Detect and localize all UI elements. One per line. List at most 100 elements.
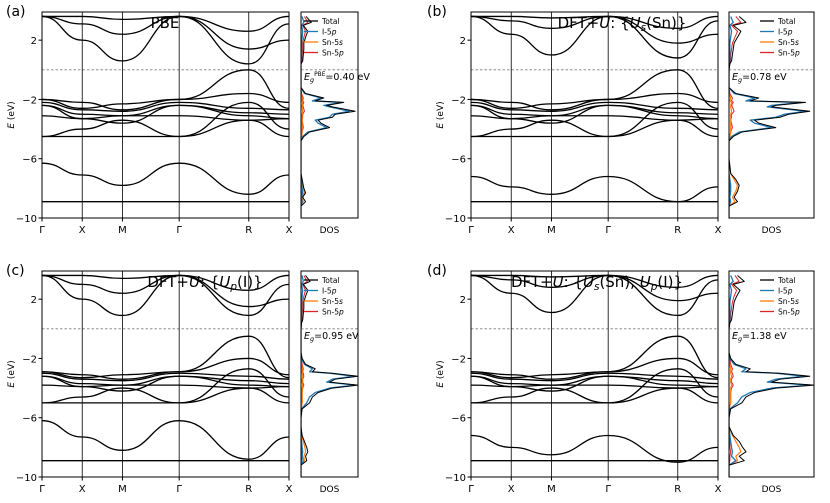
x-tick-label: R (674, 484, 681, 495)
x-tick-label: Γ (39, 225, 45, 236)
dos-curves (729, 16, 811, 218)
dos-sn5s-line (301, 275, 307, 477)
band-10 (471, 387, 718, 404)
band-6 (471, 375, 718, 386)
dos-axis-label: DOS (762, 226, 782, 236)
band-10 (42, 387, 289, 404)
band-1 (471, 15, 718, 29)
x-tick-label: X (286, 484, 293, 495)
dos-axis-label: DOS (320, 485, 340, 495)
y-tick-label: −6 (22, 155, 37, 166)
legend-label: Sn-5p (322, 308, 344, 317)
y-tick-label: −2 (22, 354, 37, 365)
y-tick-label: −6 (22, 414, 37, 425)
x-tick-label: M (118, 225, 127, 236)
band-axes-frame (470, 11, 719, 219)
band-6 (42, 104, 289, 117)
y-tick-label: 2 (31, 36, 37, 47)
dos-sn5p-line (729, 275, 740, 477)
legend-label: Total (321, 276, 340, 285)
dos-total-line (729, 16, 811, 218)
y-axis-label: E (eV) (7, 360, 17, 387)
legend-label: Sn-5p (322, 49, 344, 58)
x-tick-label: Γ (468, 484, 474, 495)
legend-label: I-5p (322, 287, 337, 296)
x-tick-label: X (715, 225, 722, 236)
y-tick-label: 2 (31, 295, 37, 306)
dos-sn5s-line (729, 275, 742, 477)
band-0 (471, 274, 718, 317)
dos-axis-label: DOS (762, 485, 782, 495)
x-tick-label: R (245, 225, 252, 236)
legend-label: Sn-5s (322, 297, 343, 306)
band-axes-frame (470, 270, 719, 478)
band-2 (42, 274, 289, 317)
x-tick-label: Γ (176, 225, 182, 236)
legend-label: Total (777, 17, 796, 26)
dos-total-line (301, 16, 356, 218)
legend-label: Sn-5p (778, 49, 800, 58)
y-tick-label: −2 (451, 95, 466, 106)
band-6 (42, 375, 289, 386)
band-axes-frame (41, 270, 290, 478)
bands (42, 15, 289, 203)
band-3 (42, 335, 289, 379)
panel-label: (b) (427, 4, 447, 20)
bands (471, 274, 718, 463)
x-tick-label: X (286, 225, 293, 236)
x-tick-label: M (547, 225, 556, 236)
bands (42, 274, 289, 462)
band-0 (42, 15, 289, 65)
band-gap-label: Eg=1.38 eV (732, 331, 787, 343)
band-3 (42, 69, 289, 109)
band-9 (471, 101, 718, 138)
y-axis-label: E (eV) (436, 360, 446, 387)
x-tick-label: M (118, 484, 127, 495)
band-1 (42, 274, 289, 291)
y-tick-label: −2 (22, 95, 37, 106)
y-tick-label: −10 (16, 214, 37, 225)
panel-label: (c) (6, 263, 25, 279)
legend-label: Total (321, 17, 340, 26)
dos-axes-frame (300, 11, 359, 219)
band-2 (471, 274, 718, 314)
band-gap-label: Eg=0.78 eV (732, 72, 787, 84)
band-axes-frame (41, 11, 290, 219)
y-tick-label: −10 (445, 214, 466, 225)
band-gap-label: Eg=0.95 eV (304, 331, 359, 343)
y-axis-label: E (eV) (7, 101, 17, 128)
legend-label: Sn-5s (778, 297, 799, 306)
dos-sn5p-line (301, 16, 309, 218)
legend-label: I-5p (778, 28, 793, 37)
x-tick-label: Γ (605, 484, 611, 495)
band-9 (42, 368, 289, 404)
panel-label: (d) (427, 263, 447, 279)
x-tick-label: X (79, 484, 86, 495)
dos-total-line (729, 275, 814, 477)
dos-sn5p-line (301, 275, 308, 477)
band-11 (42, 162, 289, 195)
x-tick-label: M (547, 484, 556, 495)
band-0 (42, 274, 289, 317)
band-0 (471, 15, 718, 59)
dos-axes-frame (300, 270, 359, 478)
dos-i5p-line (729, 16, 807, 218)
band-3 (471, 69, 718, 109)
band-11 (42, 420, 289, 460)
panel-title: PBE (151, 14, 180, 32)
band-11 (471, 175, 718, 203)
band-6 (471, 104, 718, 117)
x-tick-label: X (715, 484, 722, 495)
band-4 (471, 92, 718, 111)
y-tick-label: 2 (460, 36, 466, 47)
legend-label: I-5p (778, 287, 793, 296)
band-5 (471, 372, 718, 382)
bands (471, 15, 718, 203)
x-tick-label: X (508, 484, 515, 495)
x-tick-label: R (245, 484, 252, 495)
x-tick-label: X (79, 225, 86, 236)
